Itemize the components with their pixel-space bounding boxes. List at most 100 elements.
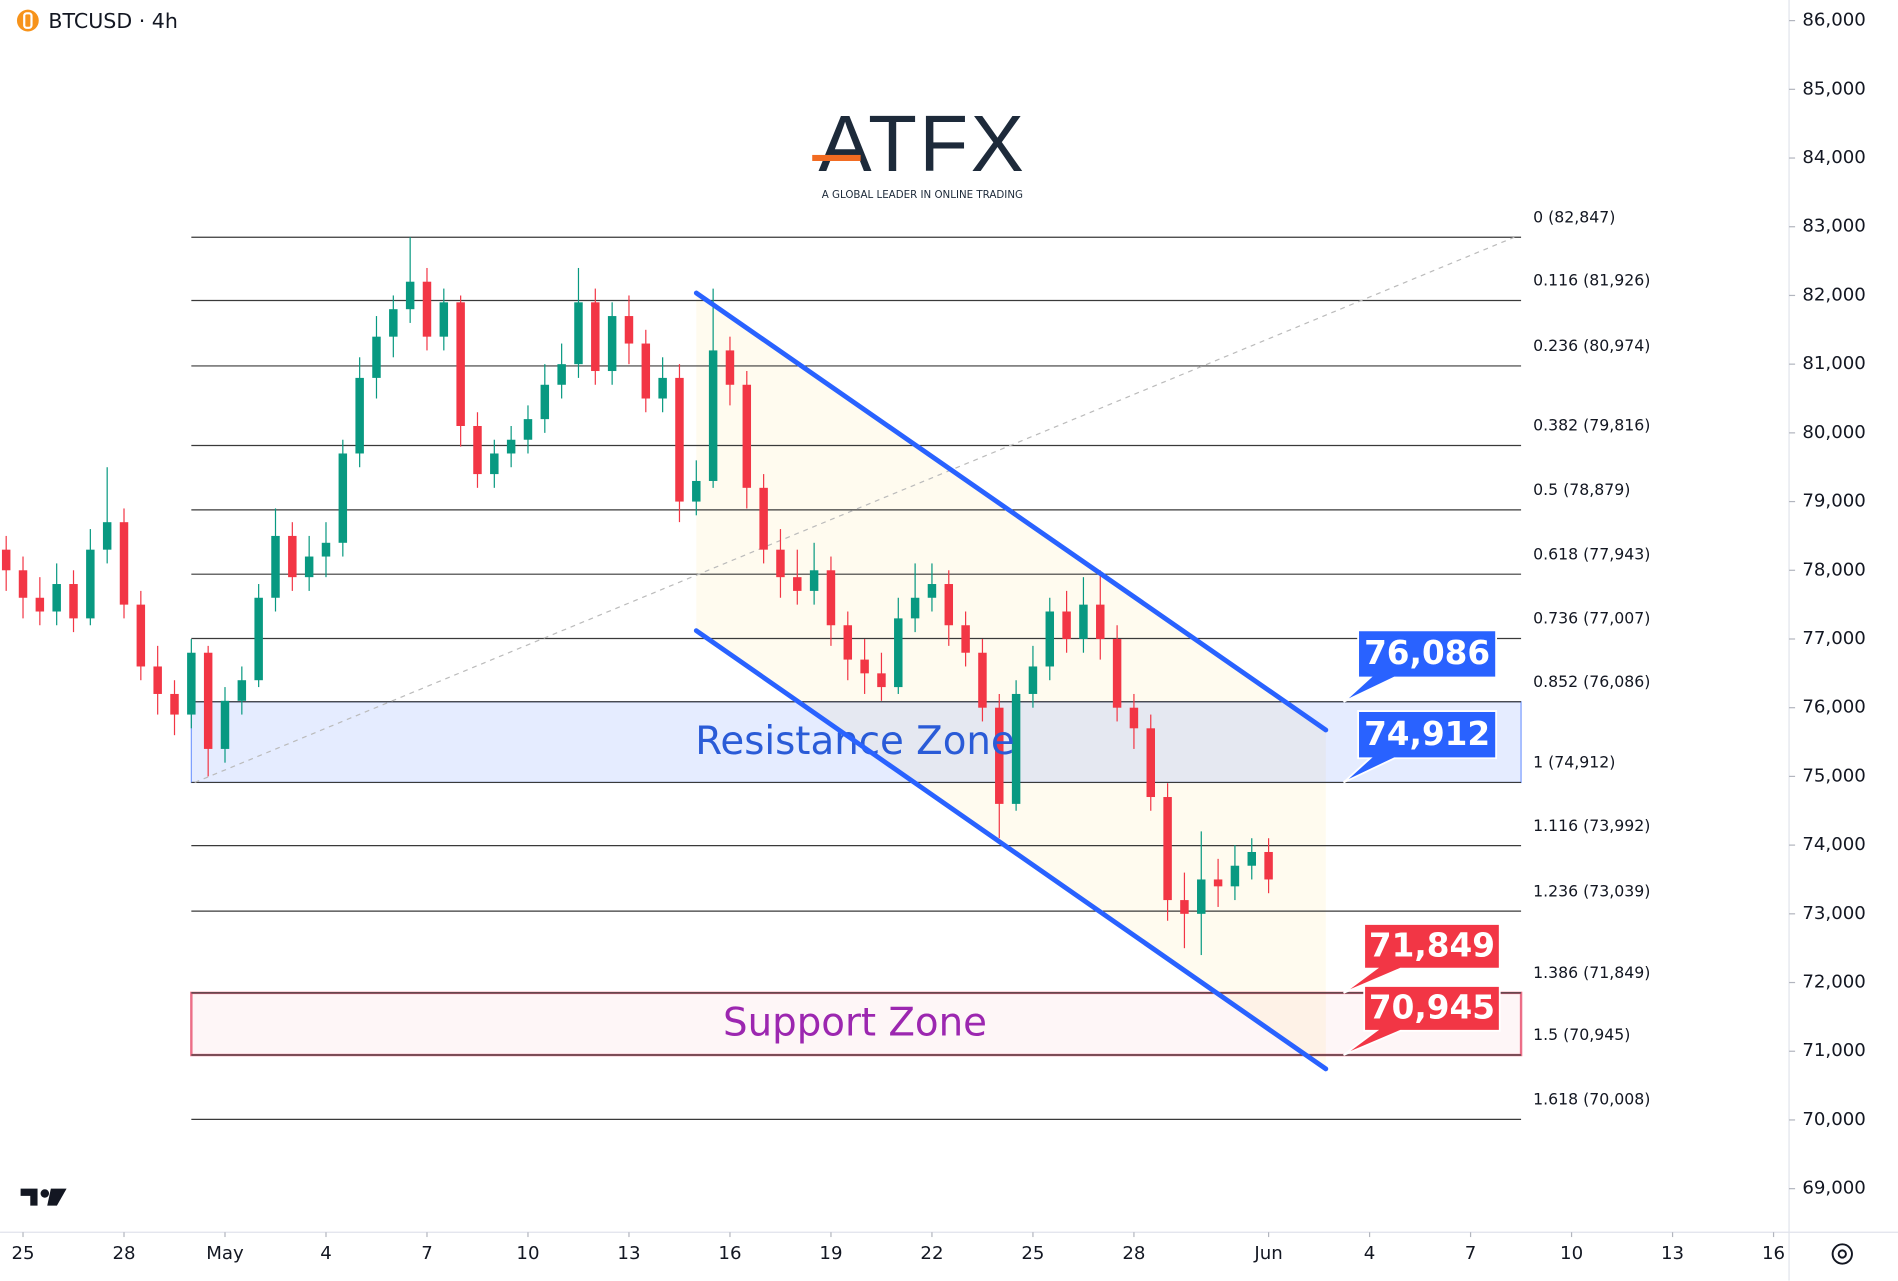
candle-body xyxy=(338,453,348,543)
fib-label: 0.852 (76,086) xyxy=(1533,672,1650,691)
y-tick-label: 80,000 xyxy=(1802,422,1865,443)
x-tick-label: 13 xyxy=(617,1243,640,1264)
fib-label: 1 (74,912) xyxy=(1533,753,1615,772)
candle-body xyxy=(271,535,280,598)
candle-body xyxy=(35,597,45,612)
candle-body xyxy=(692,480,701,502)
y-tick-label: 72,000 xyxy=(1802,972,1865,993)
x-tick-label: 19 xyxy=(819,1243,842,1264)
tv-logo-part xyxy=(40,1189,50,1198)
candle-body xyxy=(1129,707,1139,729)
candle-body xyxy=(944,584,954,626)
candle-body xyxy=(843,625,853,660)
x-tick-label: 22 xyxy=(920,1243,943,1264)
fib-label: 0.236 (80,974) xyxy=(1533,336,1650,355)
candle-body xyxy=(102,522,112,550)
candle-body xyxy=(136,604,146,667)
fib-label: 1.236 (73,039) xyxy=(1533,881,1650,900)
y-tick-label: 75,000 xyxy=(1802,765,1865,786)
zone xyxy=(190,991,1523,1057)
x-tick-label: 4 xyxy=(1364,1243,1376,1264)
candle-body xyxy=(1,549,11,571)
candle-body xyxy=(372,336,381,378)
candle-body xyxy=(1045,611,1055,667)
y-tick-label: 71,000 xyxy=(1802,1040,1865,1061)
candle-body xyxy=(675,377,684,502)
settings-icon[interactable] xyxy=(1831,1243,1853,1265)
y-tick-label: 77,000 xyxy=(1802,628,1865,649)
candle-body xyxy=(439,302,449,337)
y-tick-label: 79,000 xyxy=(1802,491,1865,512)
candle-body xyxy=(321,542,331,557)
y-tick-label: 83,000 xyxy=(1802,216,1865,237)
candle-body xyxy=(708,350,718,481)
callout-label: 74,912 xyxy=(1364,715,1490,753)
fib-label: 0.618 (77,943) xyxy=(1533,544,1650,563)
channel-line xyxy=(693,628,1329,1072)
candle-body xyxy=(574,302,583,365)
y-tick-label: 70,000 xyxy=(1802,1109,1865,1130)
fib-label: 0.736 (77,007) xyxy=(1533,609,1650,628)
y-tick-label: 82,000 xyxy=(1802,284,1865,305)
candle-body xyxy=(506,439,516,454)
candle-body xyxy=(456,302,465,426)
x-tick-label: 16 xyxy=(1762,1243,1785,1264)
candle-body xyxy=(1028,666,1038,694)
candle-body xyxy=(52,584,61,612)
candle-body xyxy=(826,570,836,626)
candle-body xyxy=(860,659,869,674)
candle-body xyxy=(1079,604,1088,639)
candle-body xyxy=(119,522,129,605)
x-tick-label: 25 xyxy=(11,1243,34,1264)
atfx-logo: ATFX A GLOBAL LEADER IN ONLINE TRADING xyxy=(812,99,1024,201)
fib-label: 0.5 (78,879) xyxy=(1533,480,1630,499)
candle-body xyxy=(540,384,550,420)
symbol-icon-glyph xyxy=(23,12,33,29)
x-tick-label: 28 xyxy=(112,1243,135,1264)
candle-body xyxy=(658,377,667,399)
candle-body xyxy=(86,549,95,619)
symbol-icon xyxy=(16,9,39,32)
candle-body xyxy=(1146,728,1156,798)
callout-label: 70,945 xyxy=(1369,989,1495,1027)
candle-body xyxy=(995,707,1004,804)
candle-body xyxy=(1197,879,1206,914)
candle-body xyxy=(1247,851,1256,866)
x-tick-label: 10 xyxy=(1560,1243,1583,1264)
candle-body xyxy=(641,343,651,399)
candle-body xyxy=(624,316,634,344)
y-tick-label: 78,000 xyxy=(1802,559,1865,580)
x-tick-label: 16 xyxy=(718,1243,741,1264)
y-tick-label: 85,000 xyxy=(1802,78,1865,99)
candle-body xyxy=(422,281,432,337)
y-tick-label: 74,000 xyxy=(1802,834,1865,855)
candle-body xyxy=(304,556,314,578)
candle-body xyxy=(187,652,196,715)
symbol-title[interactable]: BTCUSD · 4h xyxy=(48,9,177,33)
candle-body xyxy=(759,487,768,550)
fib-label: 1.5 (70,945) xyxy=(1533,1025,1630,1044)
fib-label: 0 (82,847) xyxy=(1533,207,1615,226)
candle-body xyxy=(237,680,247,701)
candle-body xyxy=(591,302,600,372)
candle-body xyxy=(1230,865,1240,887)
x-tick-label: 28 xyxy=(1122,1243,1145,1264)
callout-label: 71,849 xyxy=(1369,927,1495,965)
candle-body xyxy=(1213,879,1223,887)
x-tick-label: May xyxy=(206,1243,244,1264)
fib-label: 0.116 (81,926) xyxy=(1533,271,1650,290)
candle-body xyxy=(220,700,230,749)
callout-box xyxy=(1342,629,1498,703)
settings-gear-center[interactable] xyxy=(1837,1249,1847,1259)
x-tick-label: Jun xyxy=(1253,1243,1282,1264)
candle-body xyxy=(978,652,987,708)
y-tick-label: 86,000 xyxy=(1802,10,1865,31)
channel-line xyxy=(693,290,1329,733)
candle-body xyxy=(288,535,297,578)
candle-body xyxy=(725,350,735,385)
candle-body xyxy=(473,425,482,475)
settings-gear[interactable] xyxy=(1831,1243,1853,1265)
callout-box xyxy=(1343,985,1501,1056)
candle-body xyxy=(1062,611,1071,639)
